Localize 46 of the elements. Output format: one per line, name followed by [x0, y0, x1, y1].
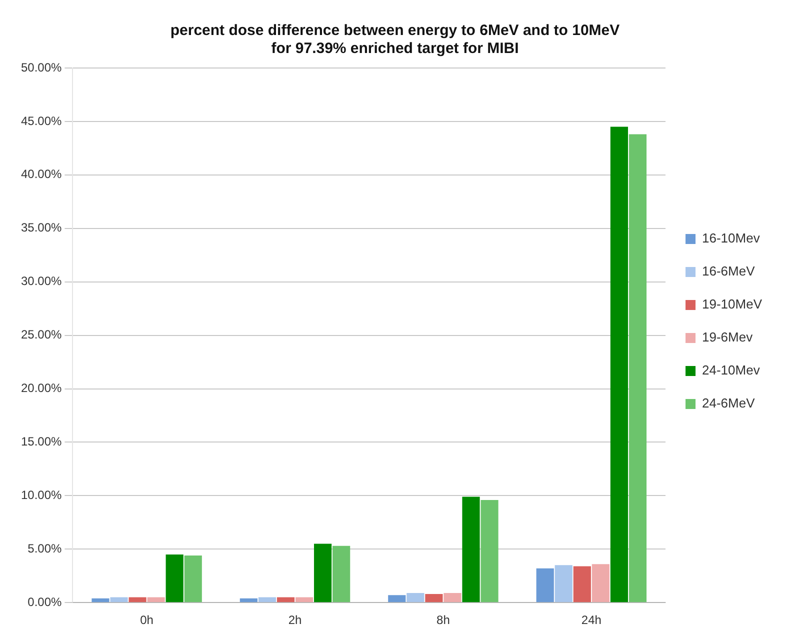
legend-label: 16-6MeV [702, 264, 756, 279]
chart-title: percent dose difference between energy to 6MeV and to 10MeV for 97.39% enriched target for MIBI [170, 22, 620, 58]
bar [444, 592, 462, 602]
y-tick-label: 45.00% [20, 114, 62, 128]
bar [92, 598, 110, 602]
y-tick-label: 50.00% [20, 60, 62, 74]
legend-label: 24-6MeV [702, 396, 756, 411]
legend-label: 19-10MeV [702, 296, 762, 312]
bar [147, 597, 165, 602]
x-tick-label: 24h [581, 613, 602, 628]
bar [554, 565, 572, 602]
y-tick-label: 15.00% [20, 434, 62, 449]
bar [462, 496, 480, 602]
bar [295, 597, 314, 602]
bar [184, 556, 202, 602]
y-tick-label: 10.00% [20, 488, 62, 502]
bar [388, 595, 406, 602]
bar [573, 566, 591, 602]
x-tick-label: 0h [140, 613, 154, 628]
y-tick-label: 5.00% [28, 541, 62, 556]
bar [166, 554, 184, 602]
bar [425, 594, 443, 602]
bar [592, 564, 610, 602]
bar [406, 592, 424, 602]
bar [240, 598, 258, 602]
y-tick-label: 20.00% [20, 381, 62, 396]
bar [480, 500, 498, 602]
y-tick-label: 35.00% [20, 220, 62, 235]
legend-label: 16-10Mev [702, 230, 760, 246]
x-tick-label: 8h [436, 613, 450, 628]
bar [276, 597, 295, 602]
bar [128, 597, 146, 602]
x-tick-label: 2h [288, 613, 302, 628]
legend-label: 19-6Mev [702, 330, 754, 345]
bar [332, 546, 350, 602]
bar [536, 568, 554, 602]
y-tick-label: 25.00% [20, 328, 62, 342]
bar [314, 544, 332, 602]
y-tick-label: 30.00% [20, 274, 62, 288]
legend-label: 24-10Mev [702, 362, 760, 378]
y-tick-label: 40.00% [20, 167, 62, 182]
bar [110, 597, 128, 602]
bar [628, 134, 647, 602]
bar [610, 126, 628, 602]
y-tick-label: 0.00% [28, 594, 62, 609]
bar [258, 597, 276, 602]
